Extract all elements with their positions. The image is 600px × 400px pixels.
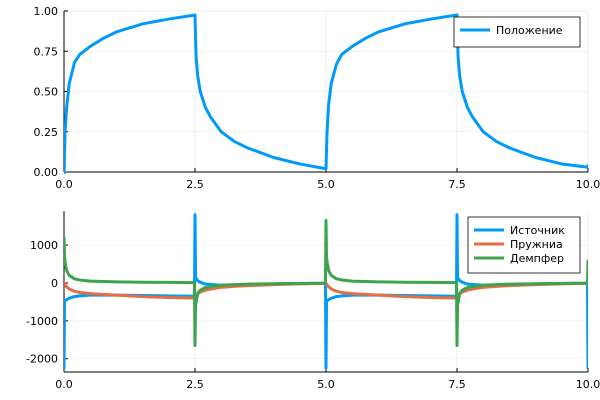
y-tick-label: -2000	[26, 353, 58, 366]
legend-label: Положение	[496, 24, 563, 37]
x-tick-label: 7.5	[448, 378, 466, 391]
x-tick-label: 10.0	[576, 178, 600, 191]
x-tick-label: 2.5	[186, 178, 204, 191]
x-tick-label: 5.0	[317, 378, 335, 391]
y-tick-label: 0.75	[34, 45, 59, 58]
subplot-2: 0.0 2.5 5.0 7.5 10.0 -2000 -1000 0 1000 ИсточникП…	[26, 211, 600, 391]
y-tick-label: 0.25	[34, 126, 59, 139]
x-tick-label: 10.0	[576, 378, 600, 391]
x-tick-label: 2.5	[186, 378, 204, 391]
y-tick-label: 0	[51, 277, 58, 290]
x-tick-label: 7.5	[448, 178, 466, 191]
y-tick-label: -1000	[26, 315, 58, 328]
subplot-1: 0.0 2.5 5.0 7.5 10.0 0.00 0.25 0.50 0.75 1.00 Поло…	[34, 5, 600, 191]
y-tick-label: 1000	[30, 239, 58, 252]
legend-label: Пружниа	[510, 238, 563, 251]
x-tick-label: 0.0	[55, 178, 73, 191]
legend: Положение	[453, 16, 581, 48]
legend-box	[453, 16, 581, 48]
y-tick-label: 0.50	[34, 86, 59, 99]
series-line-1	[64, 13, 588, 174]
legend-label: Источник	[510, 224, 565, 237]
series-line-3	[64, 218, 588, 347]
legend-label: Демпфер	[510, 252, 564, 265]
y-tick-label: 0.00	[34, 166, 59, 179]
y-tick-label: 1.00	[34, 5, 59, 18]
x-tick-label: 0.0	[55, 378, 73, 391]
x-tick-label: 5.0	[317, 178, 335, 191]
